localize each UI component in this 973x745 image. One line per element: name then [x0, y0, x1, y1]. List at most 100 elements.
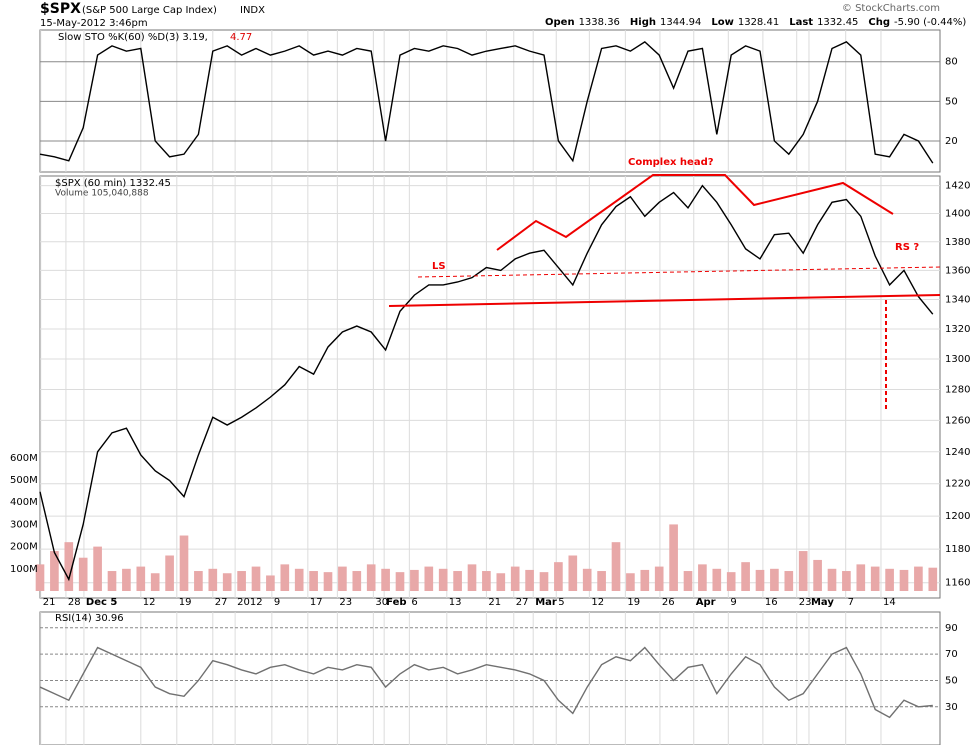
head-outline: [496, 174, 894, 251]
volume-bar: [885, 568, 894, 591]
data-layer: 20 50 80 1160 1180 1200 1220 1240 1260 1280 1300 13…: [10, 41, 970, 719]
volume-bar: [827, 568, 837, 591]
volume-bar: [726, 572, 736, 591]
volume-bar: [554, 562, 563, 591]
y2-tick-label: 200M: [10, 542, 38, 553]
volume-bar: [626, 573, 635, 591]
volume-bar: [755, 569, 765, 591]
x-tick-label: 28: [68, 597, 81, 608]
volume-bar: [597, 571, 606, 591]
x-tick-label: 27: [516, 597, 529, 608]
y-tick-label: 1340: [945, 295, 970, 306]
quote-value: 1328.41: [738, 17, 779, 28]
y-tick-label: 1200: [945, 511, 970, 522]
y-tick-label: 1240: [945, 447, 970, 458]
x-tick-label: 5: [558, 597, 564, 608]
y2-tick-label: 600M: [10, 453, 38, 464]
volume-bar: [179, 535, 189, 591]
volume-bar: [410, 569, 419, 591]
volume-bar: [856, 564, 866, 591]
quote-value: 1332.45: [817, 17, 858, 28]
volume-bar: [35, 564, 45, 591]
volume-bar: [842, 571, 851, 591]
volume-bar: [510, 566, 520, 591]
quote-label: Chg: [868, 17, 890, 28]
x-tick-label: May: [811, 597, 834, 608]
quote-label: Open: [545, 17, 575, 28]
x-tick-label: 14: [883, 597, 896, 608]
volume-bar: [482, 571, 491, 591]
x-tick-label: 9: [730, 597, 736, 608]
volume-bar: [467, 564, 477, 591]
volume-bar: [294, 568, 304, 591]
volume-bar: [899, 569, 909, 591]
y2-tick-label: 500M: [10, 475, 38, 486]
y-tick-label: 1180: [945, 544, 970, 555]
volume-bar: [582, 568, 592, 591]
y2-tick-label: 300M: [10, 519, 38, 530]
quote-value: 1344.94: [660, 17, 701, 28]
price-panel: [39, 175, 941, 599]
volume-bar: [741, 562, 750, 591]
volume-bar: [266, 575, 275, 591]
sto-d-value: 4.77: [230, 32, 252, 43]
volume-bar: [251, 566, 261, 591]
y-tick-label: 1300: [945, 354, 970, 365]
y-tick-label: 50: [945, 96, 958, 107]
volume-bar: [496, 573, 506, 591]
x-tick-label: Apr: [696, 597, 716, 608]
y-tick-label: 30: [945, 702, 958, 713]
volume-bar: [280, 564, 290, 591]
volume-bar: [683, 571, 693, 591]
x-tick-label: Mar: [535, 597, 557, 608]
upper-neckline: [417, 266, 941, 278]
volume-bar: [870, 566, 880, 591]
x-tick-label: 12: [591, 597, 604, 608]
data-line: [39, 184, 934, 582]
volume-bar: [654, 566, 664, 591]
y2-tick-label: 100M: [10, 564, 38, 575]
volume-bar: [338, 566, 347, 591]
x-tick-label: 19: [627, 597, 640, 608]
volume-bar: [165, 555, 174, 591]
volume-bar: [914, 566, 923, 591]
x-tick-label: 7: [848, 597, 854, 608]
volume-bar: [798, 551, 808, 591]
y-tick-label: 1160: [945, 578, 970, 589]
volume-bar: [669, 524, 678, 591]
volume-bar: [194, 571, 203, 591]
x-tick-label: Dec 5: [86, 597, 117, 608]
x-tick-label: Feb: [386, 597, 406, 608]
x-tick-label: 21: [43, 597, 56, 608]
y-tick-label: 1280: [945, 384, 970, 395]
y-tick-label: 70: [945, 649, 958, 660]
quote-label: Low: [711, 17, 733, 28]
y2-tick-label: 400M: [10, 497, 38, 508]
volume-bar: [222, 573, 232, 591]
volume-bar: [424, 566, 434, 591]
volume-bar: [78, 557, 88, 591]
copyright: © StockCharts.com: [842, 3, 940, 14]
data-line: [39, 41, 934, 164]
y-tick-label: 80: [945, 57, 958, 68]
annotation: Complex head?: [628, 157, 714, 168]
date: 15-May-2012 3:46pm: [40, 18, 148, 29]
data-line: [39, 646, 933, 719]
quote-label: High: [630, 17, 656, 28]
volume-bar: [640, 569, 650, 591]
rsi-title: RSI(14) 30.96: [55, 613, 124, 624]
volume-bar: [453, 571, 462, 591]
volume-bar: [93, 546, 102, 591]
symbol: $SPX: [40, 1, 81, 17]
volume-bar: [64, 542, 74, 591]
volume-bar: [770, 568, 779, 591]
y-tick-label: 1260: [945, 415, 970, 426]
y-tick-label: 1400: [945, 209, 970, 220]
quote-value: 1338.36: [579, 17, 620, 28]
x-tick-label: 27: [215, 597, 228, 608]
volume-bar: [712, 568, 722, 591]
volume-bar: [366, 564, 376, 591]
y-tick-label: 90: [945, 623, 958, 634]
